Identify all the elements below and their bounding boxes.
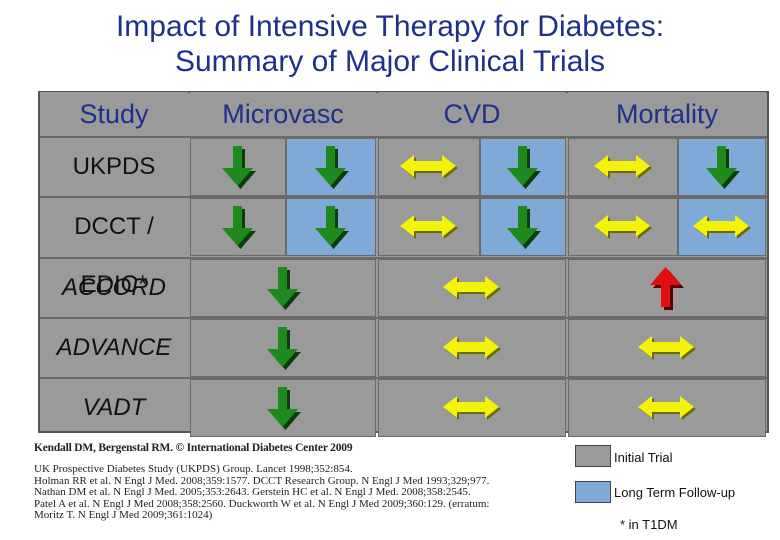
row-divider <box>40 317 767 319</box>
header-mortality: Mortality <box>568 92 766 136</box>
down-arrow-icon <box>286 138 376 196</box>
row-label-advance: ADVANCE <box>56 334 172 361</box>
left-right-arrow-icon <box>568 319 766 377</box>
table-cell <box>286 198 376 256</box>
row-label-dcct-edic: DCCT / EDIC* <box>74 213 154 298</box>
legend-label-initial: Initial Trial <box>614 450 673 465</box>
down-arrow-icon <box>190 138 286 196</box>
down-arrow-icon <box>678 138 766 196</box>
row-label-accord: ACCORD <box>61 274 166 301</box>
down-arrow-icon <box>190 198 286 256</box>
row-divider <box>40 196 767 198</box>
left-right-arrow-icon <box>568 379 766 437</box>
legend-footnote: * in T1DM <box>620 517 678 532</box>
credit-line: Kendall DM, Bergenstal RM. © Internation… <box>34 442 353 454</box>
down-arrow-icon <box>190 379 376 437</box>
left-right-arrow-icon <box>568 198 678 256</box>
down-arrow-icon <box>190 259 376 317</box>
left-right-arrow-icon <box>568 138 678 196</box>
header-cvd: CVD <box>378 92 566 136</box>
row-label-ukpds: UKPDS <box>72 153 156 180</box>
left-right-arrow-icon <box>678 198 766 256</box>
left-right-arrow-icon <box>378 259 566 317</box>
down-arrow-icon <box>480 198 566 256</box>
down-arrow-icon <box>190 319 376 377</box>
references: UK Prospective Diabetes Study (UKPDS) Gr… <box>34 463 490 521</box>
left-right-arrow-icon <box>378 138 480 196</box>
header-microvasc: Microvasc <box>190 92 376 136</box>
row-label-vadt: VADT <box>82 394 146 421</box>
table-cell <box>378 259 566 317</box>
row-divider <box>40 136 767 138</box>
legend-label-followup: Long Term Follow-up <box>614 485 736 500</box>
page-title-line2: Summary of Major Clinical Trials <box>174 45 606 78</box>
down-arrow-icon <box>286 198 376 256</box>
left-right-arrow-icon <box>378 198 480 256</box>
left-right-arrow-icon <box>378 319 566 377</box>
header-study: Study <box>40 92 188 136</box>
up-arrow-icon <box>568 259 766 317</box>
legend-swatch-initial <box>575 445 611 467</box>
left-right-arrow-icon <box>378 379 566 437</box>
page-title-line1: Impact of Intensive Therapy for Diabetes… <box>115 10 665 43</box>
down-arrow-icon <box>480 138 566 196</box>
legend-swatch-followup <box>575 481 611 503</box>
row-divider <box>40 257 767 259</box>
row-divider <box>40 377 767 379</box>
